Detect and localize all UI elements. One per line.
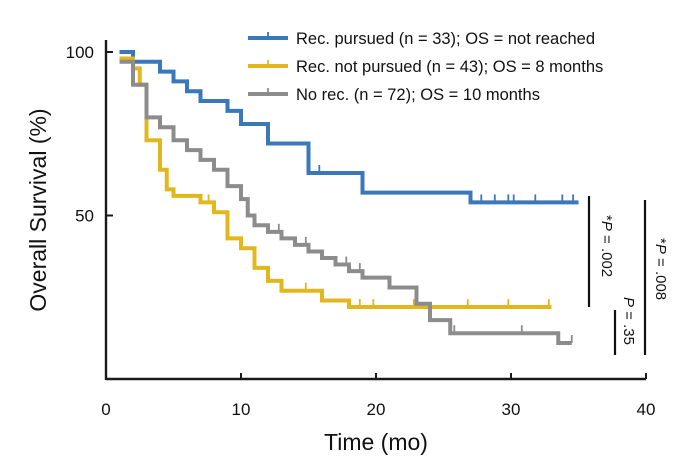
series-line-rec-pursued [119,50,579,205]
p-value-35-value: = .35 [620,307,637,345]
legend-label-rec-pursued: Rec. pursued (n = 33); OS = not reached [296,30,595,48]
legend-item-no-rec: No rec. (n = 72); OS = 10 months [248,86,540,104]
legend-label-no-rec: No rec. (n = 72); OS = 10 months [296,86,540,104]
x-axis-title: Time (mo) [324,429,428,455]
x-tick-label-40: 40 [637,400,656,419]
p-value-35-p: P [620,297,637,307]
legend-item-rec-not-pursued: Rec. not pursued (n = 43); OS = 8 months [248,58,603,76]
p-value-002-star: * [598,215,615,221]
legend-item-rec-pursued: Rec. pursued (n = 33); OS = not reached [248,30,595,48]
y-tick-label-100: 100 [66,43,94,62]
p-value-002-p: P [598,221,615,231]
y-tick-label-50: 50 [75,207,94,226]
p-value-002: *P = .002 [598,215,615,277]
axis-ticks: 0 10 20 30 40 50 100 [66,43,656,419]
p-value-35: P = .35 [620,297,637,345]
p-value-008-p: P [652,244,669,254]
x-tick-label-0: 0 [101,400,110,419]
series-line-no-rec [119,59,572,346]
legend: Rec. pursued (n = 33); OS = not reached … [248,30,603,104]
legend-label-rec-not-pursued: Rec. not pursued (n = 43); OS = 8 months [296,58,603,76]
x-tick-label-10: 10 [232,400,251,419]
p-value-008-value: = .008 [652,254,669,300]
plot-area [119,50,579,346]
x-tick-label-20: 20 [367,400,386,419]
significance-brackets: *P = .002 P = .35 *P = .008 [587,196,669,355]
y-axis-title: Overall Survival (%) [25,108,51,311]
p-value-008: *P = .008 [652,238,669,300]
p-value-008-star: * [652,238,669,244]
x-tick-label-30: 30 [502,400,521,419]
p-value-002-value: = .002 [598,231,615,277]
